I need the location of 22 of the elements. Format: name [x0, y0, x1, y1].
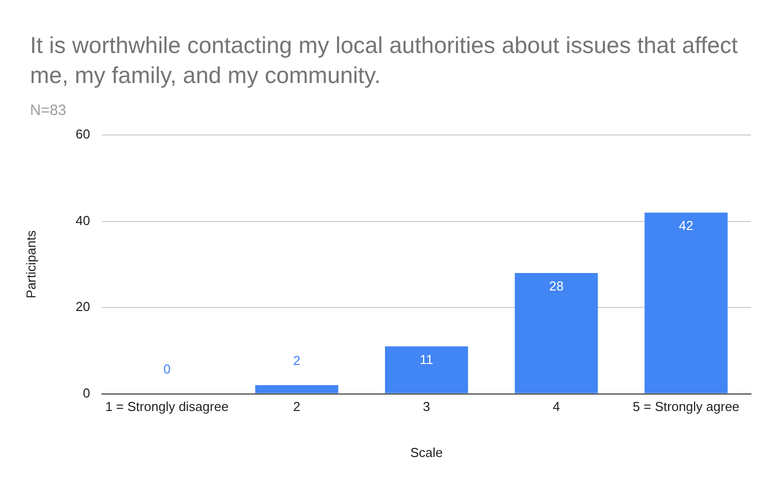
x-axis-title: Scale: [410, 444, 443, 460]
x-tick-label: 2: [293, 399, 300, 414]
bar: [255, 385, 338, 394]
y-tick-label: 0: [82, 385, 90, 400]
y-tick-label: 40: [76, 212, 90, 228]
x-tick-label: 4: [552, 399, 560, 414]
chart-title: It is worthwhile contacting my local authorities about issues that affect me, my family, and my community.: [30, 31, 739, 90]
y-tick-label: 20: [76, 299, 90, 314]
y-axis-title: Participants: [23, 230, 38, 298]
x-tick-label: 3: [422, 399, 430, 414]
chart-subtitle: N=83: [30, 102, 66, 119]
x-tick-label: 5 = Strongly agree: [632, 399, 740, 414]
data-label: 42: [678, 218, 694, 234]
x-tick-label: 1 = Strongly disagree: [105, 399, 229, 414]
bar: [644, 212, 728, 394]
data-label: 2: [293, 352, 300, 368]
bar: [514, 273, 598, 394]
data-label: 0: [163, 361, 171, 376]
data-label: 11: [420, 352, 434, 367]
bar: [385, 346, 468, 394]
y-tick-label: 60: [76, 126, 90, 142]
data-label: 28: [549, 278, 564, 294]
